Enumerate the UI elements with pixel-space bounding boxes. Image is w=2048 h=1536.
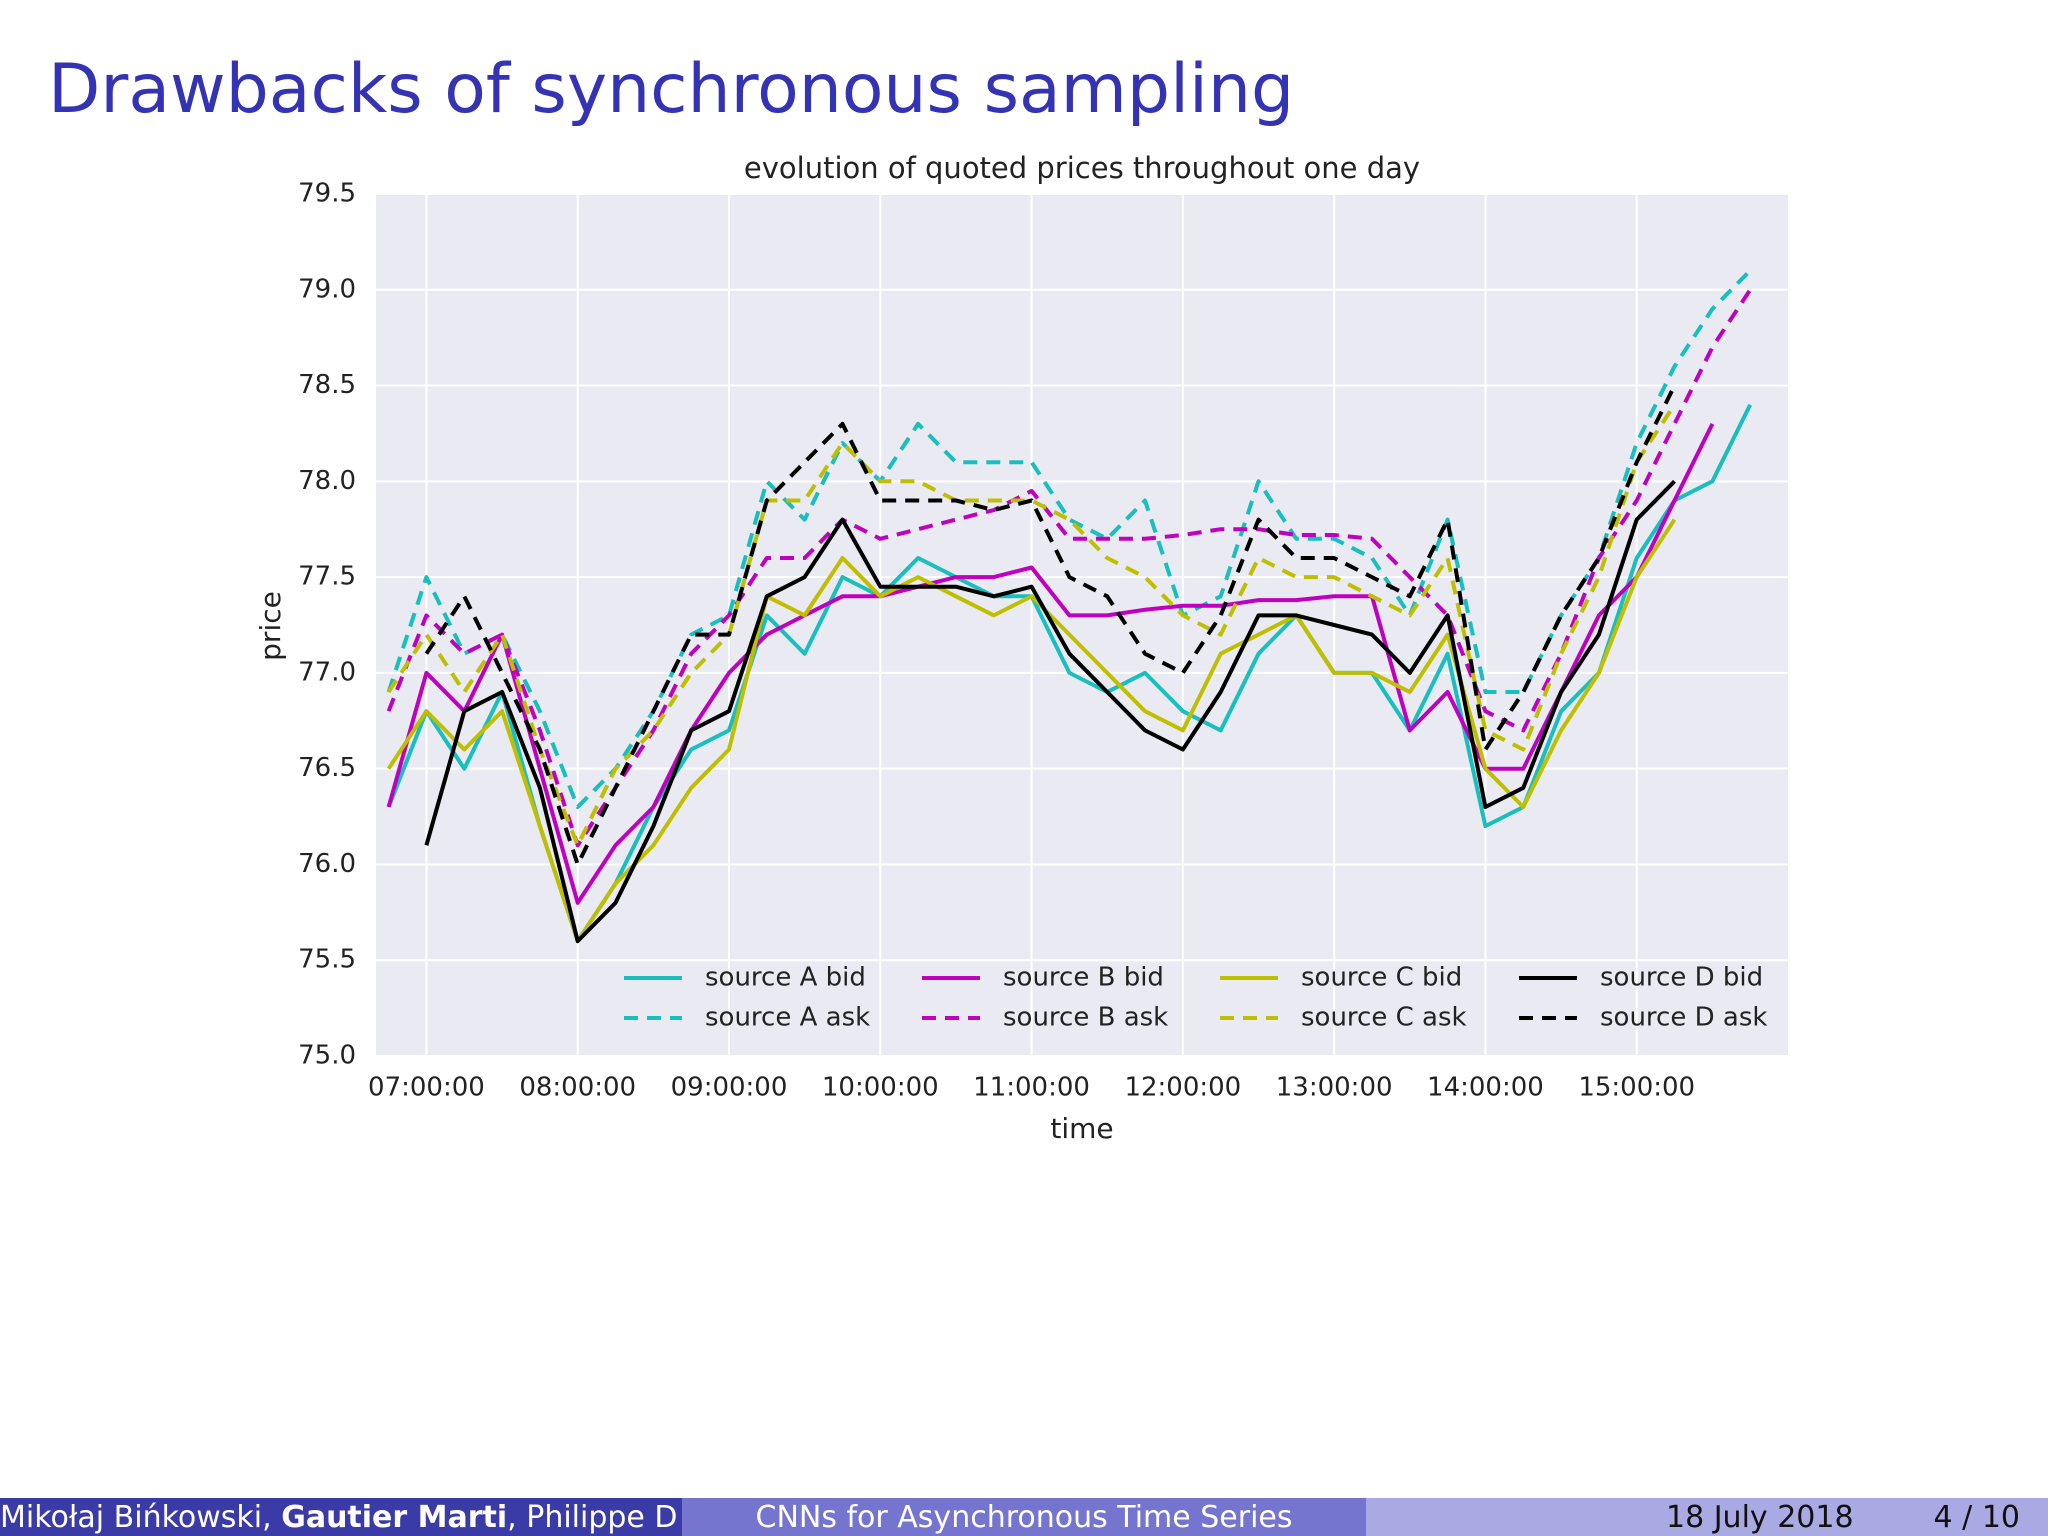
- x-tick-label: 07:00:00: [368, 1073, 485, 1103]
- x-tick-label: 08:00:00: [519, 1073, 636, 1103]
- x-tick-label: 11:00:00: [973, 1073, 1090, 1103]
- legend-label: source C ask: [1301, 1003, 1467, 1033]
- y-tick-label: 75.5: [298, 945, 356, 975]
- footer-talk: CNNs for Asynchronous Time Series: [682, 1498, 1366, 1536]
- x-tick-label: 15:00:00: [1578, 1073, 1695, 1103]
- x-axis-label: time: [1050, 1112, 1113, 1145]
- x-tick-label: 09:00:00: [671, 1073, 788, 1103]
- slide-title: Drawbacks of synchronous sampling: [48, 50, 1295, 129]
- y-tick-label: 79.5: [298, 179, 356, 209]
- x-tick-label: 10:00:00: [822, 1073, 939, 1103]
- y-tick-label: 76.5: [298, 753, 356, 783]
- legend-label: source B bid: [1003, 963, 1164, 993]
- footer-right: 18 July 2018 4 / 10: [1366, 1498, 2048, 1536]
- author: , Philippe D: [507, 1499, 678, 1535]
- x-tick-label: 13:00:00: [1276, 1073, 1393, 1103]
- footer-authors: Mikołaj Bińkowski, Gautier Marti, Philip…: [0, 1498, 682, 1536]
- chart-title: evolution of quoted prices throughout on…: [744, 151, 1420, 185]
- legend-label: source D ask: [1600, 1003, 1767, 1033]
- y-tick-label: 76.0: [298, 849, 356, 879]
- series-line: [424, 479, 1676, 944]
- y-axis-label: price: [254, 591, 287, 661]
- footer: Mikołaj Bińkowski, Gautier Marti, Philip…: [0, 1498, 2048, 1536]
- legend-label: source D bid: [1600, 963, 1763, 993]
- plot-area: [376, 194, 1788, 1056]
- legend-label: source C bid: [1301, 963, 1462, 993]
- y-tick-label: 78.0: [298, 466, 356, 496]
- series-line: [386, 403, 1677, 848]
- y-tick-label: 79.0: [298, 274, 356, 304]
- series-line: [386, 423, 1715, 905]
- y-tick-label: 77.5: [298, 562, 356, 592]
- footer-page: 4 / 10: [1933, 1499, 2020, 1535]
- x-tick-label: 14:00:00: [1427, 1073, 1544, 1103]
- y-tick-label: 77.0: [298, 657, 356, 687]
- legend-label: source A ask: [705, 1003, 870, 1033]
- legend-label: source A bid: [705, 963, 866, 993]
- legend-label: source B ask: [1003, 1003, 1168, 1033]
- footer-date: 18 July 2018: [1666, 1499, 1854, 1535]
- y-tick-label: 75.0: [298, 1041, 356, 1071]
- series-line: [424, 384, 1677, 867]
- x-tick-label: 12:00:00: [1124, 1073, 1241, 1103]
- author: Mikołaj Bińkowski,: [0, 1499, 272, 1535]
- author: Gautier Marti: [281, 1499, 508, 1535]
- y-tick-label: 78.5: [298, 370, 356, 400]
- chart: evolution of quoted prices throughout on…: [254, 151, 1788, 1145]
